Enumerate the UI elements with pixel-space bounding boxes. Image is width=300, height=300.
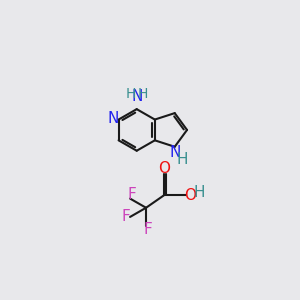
- Text: F: F: [127, 187, 136, 202]
- Text: O: O: [158, 161, 170, 176]
- Text: N: N: [131, 88, 142, 104]
- Text: F: F: [121, 209, 130, 224]
- Text: F: F: [143, 222, 152, 237]
- Text: O: O: [184, 188, 196, 203]
- Text: H: H: [125, 87, 136, 101]
- Text: H: H: [138, 87, 148, 101]
- Text: H: H: [194, 185, 205, 200]
- Text: N: N: [170, 146, 181, 160]
- Text: H: H: [177, 152, 188, 167]
- Text: N: N: [107, 111, 119, 126]
